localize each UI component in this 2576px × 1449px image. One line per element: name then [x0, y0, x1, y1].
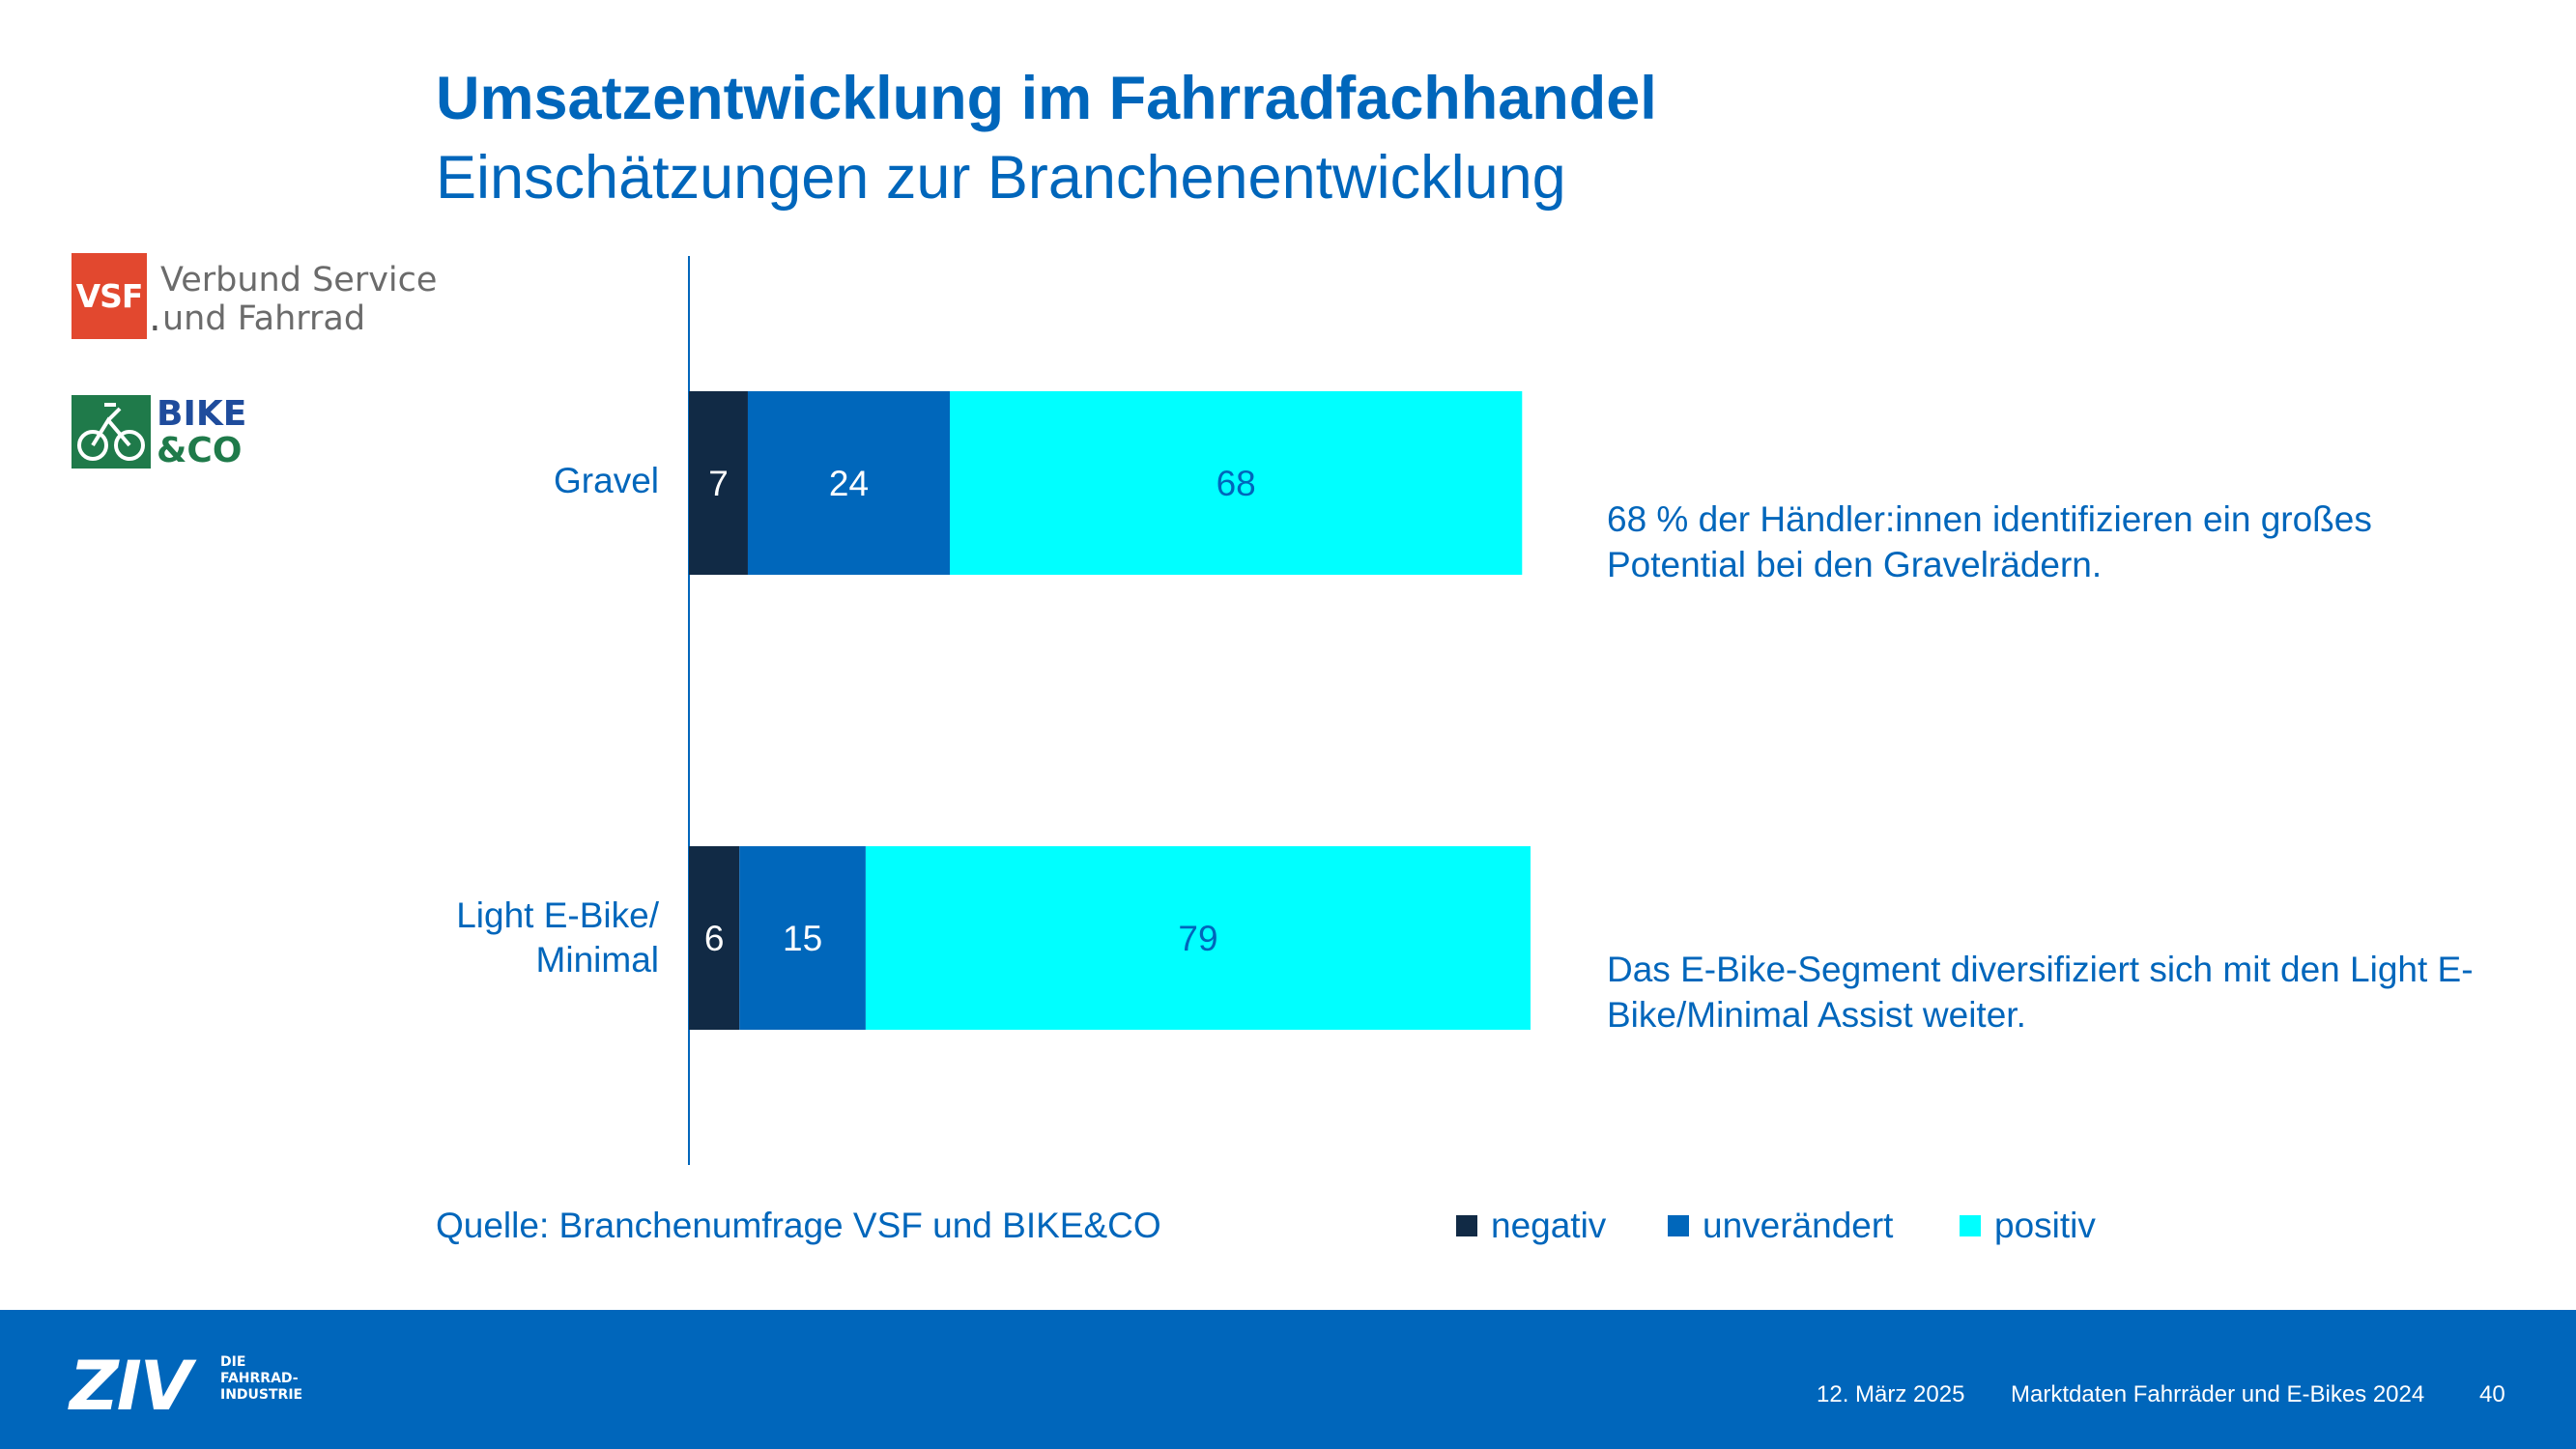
data-label-unverndert-2: 15 [783, 919, 822, 958]
annotation-gravel: 68 % der Händler:innen identifizieren ei… [1607, 499, 2372, 584]
data-label-negativ-1: 7 [708, 464, 729, 503]
ziv-logo-word: ZIV [70, 1347, 192, 1426]
category-label-light-ebike-line2: Minimal [535, 940, 659, 980]
category-label-light-ebike-line1: Light E-Bike/ [456, 895, 659, 935]
category-label-gravel: Gravel [554, 461, 659, 500]
legend-swatch-positiv [1960, 1215, 1981, 1236]
source-note: Quelle: Branchenumfrage VSF und BIKE&CO [436, 1206, 1161, 1245]
data-label-positiv-1: 68 [1216, 464, 1256, 503]
annotation-light-ebike: Das E-Bike-Segment diversifiziert sich m… [1607, 950, 2474, 1035]
vsf-logo-dot: . [149, 296, 161, 340]
bikeco-logo-line2: &CO [157, 431, 243, 470]
footer-doc-title: Marktdaten Fahrräder und E-Bikes 2024 [2011, 1381, 2425, 1407]
footer-date: 12. März 2025 [1817, 1381, 1965, 1407]
vsf-logo-box: VSF [72, 253, 147, 339]
legend-label-negativ: negativ [1491, 1206, 1607, 1245]
legend-label-unveraendert: unverändert [1703, 1206, 1894, 1245]
bar-segment-negativ-2 [689, 846, 740, 1030]
legend-swatch-unveraendert [1668, 1215, 1689, 1236]
footer-bar: ZIV DIE FAHRRAD- INDUSTRIE 12. März 2025… [0, 1310, 2576, 1449]
ziv-logo: ZIV DIE FAHRRAD- INDUSTRIE [70, 1347, 340, 1426]
page-title: Umsatzentwicklung im Fahrradfachhandel [436, 65, 1657, 132]
legend-swatch-negativ [1456, 1215, 1477, 1236]
bar-segment-unverndert-2 [739, 846, 866, 1030]
footer-page-number: 40 [2479, 1381, 2505, 1407]
bar-segment-negativ-1 [689, 391, 748, 575]
data-label-unverndert-1: 24 [829, 464, 869, 503]
data-label-negativ-2: 6 [704, 919, 725, 958]
bikeco-logo: BIKE &CO [72, 395, 284, 469]
legend-item-unveraendert: unverändert [1668, 1206, 1893, 1246]
category-label-light-ebike: Light E-Bike/ Minimal [456, 894, 659, 982]
legend-item-negativ: negativ [1456, 1206, 1606, 1246]
legend-item-positiv: positiv [1960, 1206, 2096, 1246]
page-subtitle: Einschätzungen zur Branchenentwicklung [436, 144, 1566, 212]
bikeco-logo-line1: BIKE [157, 394, 247, 434]
bar-segment-positiv-2 [865, 846, 1531, 1030]
vsf-logo-line2: und Fahrrad [162, 299, 366, 338]
bikeco-logo-mark [72, 395, 151, 469]
data-label-positiv-2: 79 [1178, 919, 1217, 958]
ziv-logo-subtitle: DIE FAHRRAD- INDUSTRIE [220, 1354, 303, 1403]
legend-label-positiv: positiv [1994, 1206, 2096, 1245]
bar-segment-positiv-1 [950, 391, 1523, 575]
vsf-logo: VSF . Verbund Service und Fahrrad [72, 253, 437, 342]
bar-segment-unverndert-1 [747, 391, 951, 575]
vsf-logo-line1: Verbund Service [160, 261, 438, 299]
